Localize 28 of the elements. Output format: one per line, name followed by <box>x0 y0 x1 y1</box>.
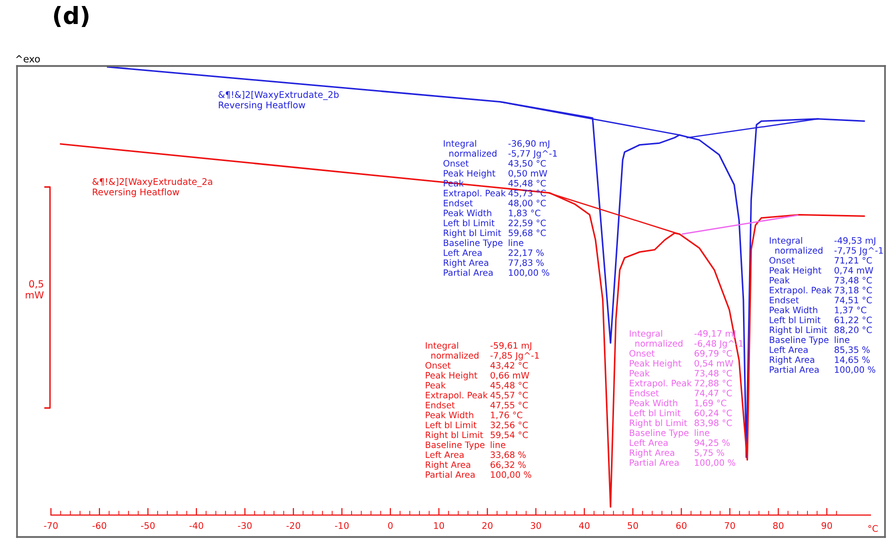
x-tick-label: -20 <box>286 522 300 529</box>
x-tick-label: 30 <box>530 522 542 529</box>
annotation: 0,5 mW <box>26 280 44 298</box>
x-tick-label: -60 <box>92 522 106 529</box>
x-tick-label: -30 <box>238 522 252 529</box>
text: &¶!&]2[WaxyExtrudate_2a Reversing Heatflow <box>92 178 212 198</box>
x-tick-label: -50 <box>140 522 155 529</box>
x-tick-label: 20 <box>482 522 493 529</box>
text: Integral normalized Onset Peak Height Peak Extrapol. Peak Endset Peak Width Left bl Limit Right bl Limit Baseline Type Left Area Right Area Partial Area <box>629 330 692 466</box>
chart-title: (d) <box>54 6 88 28</box>
x-tick-label: 90 <box>822 522 832 529</box>
x-tick-label: 70 <box>724 522 735 529</box>
x-tick-label: 60 <box>676 522 686 529</box>
x-tick-label: -10 <box>334 522 349 529</box>
text: ^exo <box>16 55 40 63</box>
series-label: &¶!&]2[WaxyExtrudate_2b Reversing Heatflow <box>218 91 339 110</box>
x-tick-label: 50 <box>628 522 638 529</box>
text: -59,61 mJ -7,85 Jg^-1 43,42 °C 0,66 mW 45,48 °C 45,57 °C 47,55 °C 1,76 °C 32,56 °C 59,54 °C line 33,68 % 66,32 % 100,00 % <box>490 342 539 479</box>
x-tick-label: -40 <box>189 522 204 529</box>
x-tick-label: 0 <box>388 522 393 529</box>
text: Integral normalized Onset Peak Height Peak Extrapol. Peak Endset Peak Width Left bl Limit Right bl Limit Baseline Type Left Area Right Area Partial Area <box>769 237 832 373</box>
text: Integral normalized Onset Peak Height Peak Extrapol. Peak Endset Peak Width Left bl Limit Right bl Limit Baseline Type Left Area Right Area Partial Area <box>425 342 488 478</box>
x-tick-label: -70 <box>44 522 58 529</box>
x-tick-label: 10 <box>434 522 444 529</box>
x-tick-label: 80 <box>773 522 784 529</box>
x-tick-label: 40 <box>579 522 590 529</box>
text: -49,53 mJ -7,75 Jg^-1 71,21 °C 0,74 mW 73,48 °C 73,18 °C 74,51 °C 1,37 °C 61,22 °C 88,20 °C line 85,35 % 14,65 % 100,00 % <box>834 237 883 374</box>
x-axis-title: °C <box>868 525 878 532</box>
